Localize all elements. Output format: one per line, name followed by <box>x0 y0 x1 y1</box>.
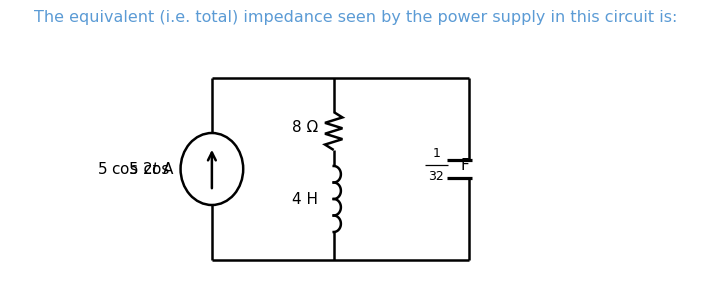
Text: F: F <box>461 158 469 173</box>
Text: 5 cos: 5 cos <box>129 162 174 177</box>
Text: 32: 32 <box>429 170 444 183</box>
Text: 5 cos $2t$ A: 5 cos $2t$ A <box>97 161 174 177</box>
Text: 1: 1 <box>432 147 440 160</box>
Text: 4 H: 4 H <box>292 192 318 206</box>
Text: The equivalent (i.e. total) impedance seen by the power supply in this circuit i: The equivalent (i.e. total) impedance se… <box>33 10 677 25</box>
Text: 8 Ω: 8 Ω <box>292 120 318 135</box>
